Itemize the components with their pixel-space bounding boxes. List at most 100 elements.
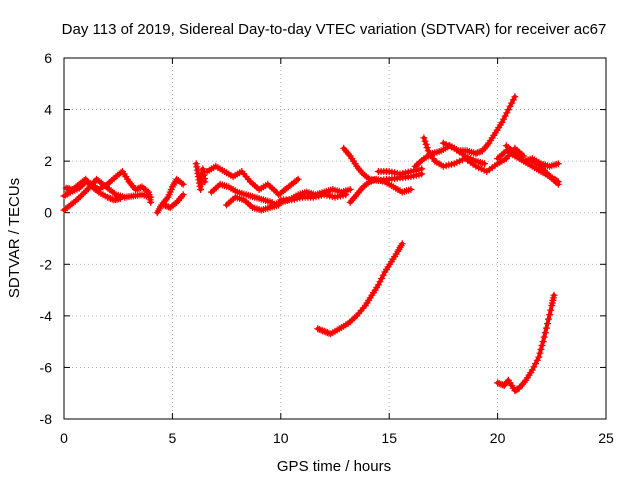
data-point-marker	[511, 93, 519, 101]
data-point-marker	[117, 169, 125, 177]
data-point-marker	[506, 102, 514, 110]
data-point-marker	[481, 160, 489, 168]
series-arc-12	[277, 191, 350, 204]
data-point-marker	[110, 189, 118, 197]
data-point-marker	[407, 186, 415, 193]
data-point-marker	[533, 356, 541, 364]
grid	[64, 58, 606, 419]
data-point-marker	[378, 275, 386, 282]
data-point-marker	[544, 320, 551, 328]
series-arc-23	[494, 291, 558, 395]
data-point-marker	[509, 96, 517, 104]
y-tick-label: -6	[40, 359, 53, 375]
series-arc-08	[207, 180, 276, 206]
data-point-marker	[421, 137, 429, 145]
data-point-marker	[546, 311, 554, 319]
axes	[63, 57, 607, 420]
series-arc-03	[62, 175, 124, 204]
x-tick-label: 15	[381, 430, 397, 446]
data-point-marker	[501, 112, 509, 120]
data-point-marker	[503, 109, 511, 117]
y-tick-label: 6	[44, 50, 52, 66]
data-point-marker	[75, 194, 83, 202]
data-point-marker	[474, 149, 481, 157]
series-arc-06	[192, 160, 209, 193]
data-point-marker	[342, 191, 350, 199]
x-axis-title: GPS time / hours	[277, 458, 391, 475]
data-point-marker	[133, 185, 141, 193]
data-point-marker	[83, 186, 91, 194]
data-point-marker	[422, 140, 430, 148]
data-point-marker	[179, 180, 187, 188]
tick-labels: 0 5 10 15 20 25 -8 -6 -4 -2 0 2 4 6	[40, 50, 614, 446]
series-arc-18	[439, 139, 489, 168]
data-point-marker	[161, 202, 169, 210]
series-arc-07	[203, 162, 280, 196]
data-point-marker	[537, 345, 545, 353]
data-point-marker	[504, 106, 512, 114]
series-arc-17	[420, 134, 528, 175]
data-point-marker	[536, 349, 544, 357]
data-point-marker	[116, 195, 124, 202]
x-tick-label: 25	[598, 430, 614, 446]
data-point-marker	[541, 329, 549, 337]
data-point-marker	[346, 186, 354, 193]
data-point-marker	[542, 324, 550, 332]
data-point-marker	[547, 306, 555, 314]
data-point-marker	[532, 360, 539, 368]
data-point-marker	[508, 99, 516, 107]
data-point-marker	[545, 315, 552, 323]
data-point-marker	[364, 174, 372, 182]
data-point-marker	[103, 193, 111, 201]
y-tick-label: 4	[44, 102, 52, 118]
data-point-marker	[420, 134, 428, 142]
data-point-marker	[538, 342, 546, 349]
x-tick-label: 20	[490, 430, 506, 446]
data-point-marker	[76, 193, 84, 201]
chart-title: Day 113 of 2019, Sidereal Day-to-day VTE…	[62, 21, 607, 38]
data-series	[60, 93, 562, 395]
data-point-marker	[317, 326, 325, 334]
data-point-marker	[320, 327, 328, 335]
series-arc-11	[275, 175, 302, 199]
data-point-marker	[73, 196, 81, 204]
series-arc-14	[340, 144, 426, 184]
data-point-marker	[554, 178, 562, 186]
data-point-marker	[376, 278, 384, 286]
x-tick-label: 10	[273, 430, 289, 446]
data-point-marker	[81, 188, 89, 196]
series-arc-04	[153, 175, 187, 217]
data-point-marker	[535, 353, 543, 361]
data-point-marker	[495, 380, 503, 387]
y-tick-label: -4	[40, 308, 53, 324]
data-point-marker	[147, 193, 155, 201]
data-point-marker	[201, 178, 209, 186]
series-arc-21	[528, 157, 562, 186]
data-point-marker	[294, 175, 302, 183]
data-point-marker	[530, 363, 538, 371]
y-axis-title: SDTVAR / TECUs	[6, 178, 23, 298]
data-point-marker	[500, 115, 508, 123]
y-tick-label: -8	[40, 411, 53, 427]
data-point-marker	[423, 144, 431, 152]
x-tick-label: 5	[169, 430, 177, 446]
data-point-marker	[178, 179, 186, 187]
data-point-marker	[78, 191, 86, 199]
data-point-marker	[540, 333, 548, 341]
data-point-marker	[107, 195, 115, 202]
y-tick-label: 0	[44, 205, 52, 221]
data-point-marker	[554, 160, 562, 168]
data-point-marker	[550, 291, 558, 299]
series-arc-15	[374, 165, 426, 178]
data-point-marker	[171, 200, 179, 208]
series-arc-05	[160, 191, 187, 212]
data-point-marker	[398, 240, 406, 248]
data-point-marker	[498, 119, 506, 126]
data-point-marker	[179, 191, 187, 199]
data-point-marker	[93, 187, 101, 195]
x-tick-label: 0	[60, 430, 68, 446]
data-point-marker	[553, 177, 561, 185]
data-point-marker	[379, 271, 387, 279]
